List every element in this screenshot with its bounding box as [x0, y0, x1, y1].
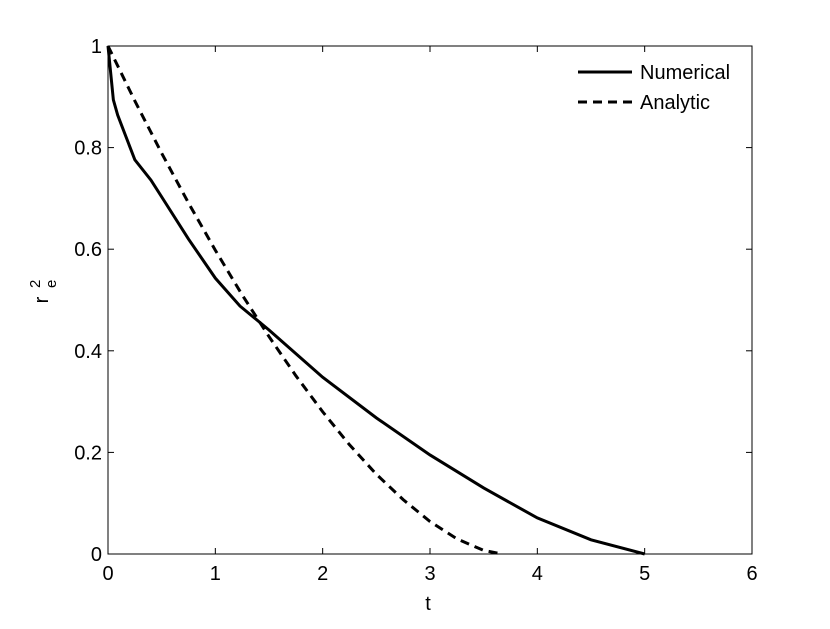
- y-label-subscript: e: [43, 280, 60, 288]
- x-tick-label: 0: [102, 563, 113, 585]
- y-tick-label: 0.2: [74, 442, 102, 464]
- x-tick-label: 6: [746, 563, 757, 585]
- y-tick-label: 0.4: [74, 341, 102, 363]
- legend-label: Numerical: [640, 62, 730, 84]
- y-tick-label: 0: [91, 544, 102, 566]
- y-tick-label: 1: [91, 36, 102, 58]
- x-tick-label: 2: [317, 563, 328, 585]
- plot-frame: [107, 45, 753, 555]
- y-axis-label: r 2 e: [27, 280, 60, 304]
- x-tick-label: 5: [639, 563, 650, 585]
- y-tick-label: 0.8: [74, 138, 102, 160]
- y-label-base: r: [31, 296, 53, 303]
- y-label-superscript: 2: [27, 280, 44, 288]
- x-tick-label: 3: [424, 563, 435, 585]
- x-tick-label: 1: [210, 563, 221, 585]
- legend-label: Analytic: [640, 92, 710, 114]
- y-tick-label: 0.6: [74, 239, 102, 261]
- x-tick-label: 4: [532, 563, 543, 585]
- series-line: [106, 45, 646, 556]
- series-line: [106, 45, 503, 556]
- x-axis-label: t: [425, 593, 431, 615]
